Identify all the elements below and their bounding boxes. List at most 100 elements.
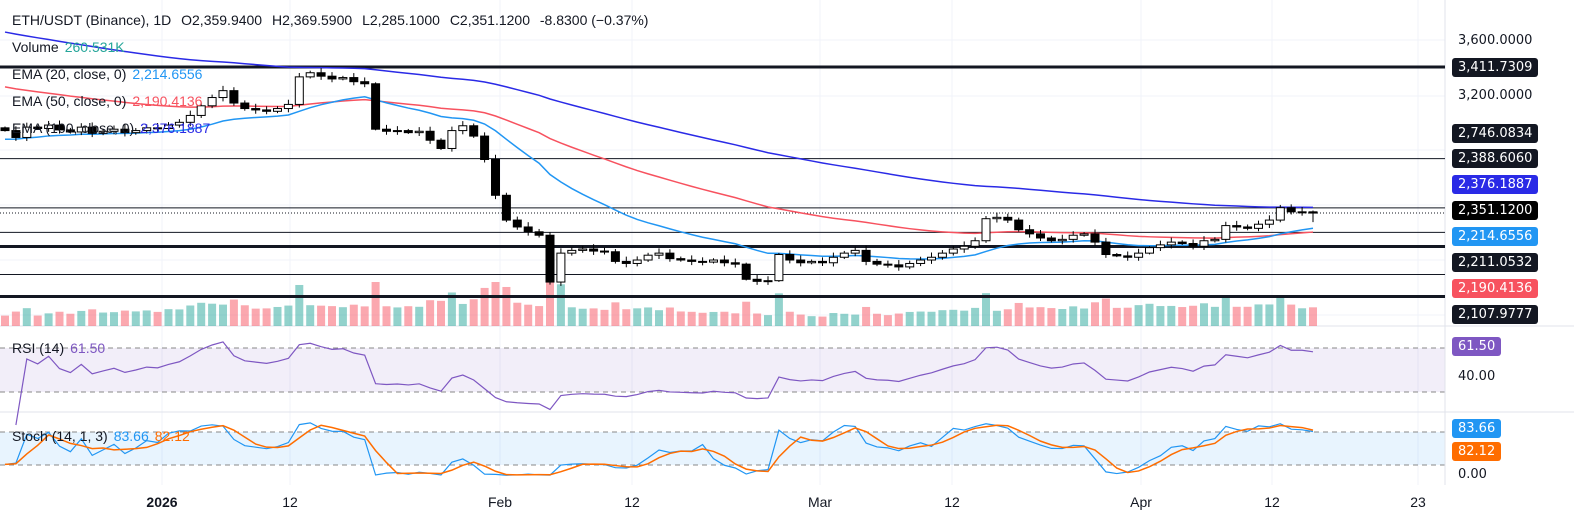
volume-bar	[1134, 305, 1143, 326]
candle-body	[1286, 207, 1296, 213]
candle-body	[1090, 233, 1100, 243]
volume-bar	[1265, 304, 1274, 326]
volume-bar	[251, 308, 260, 326]
volume-bar	[1101, 298, 1110, 326]
candle-body	[1079, 233, 1089, 236]
ema50-legend[interactable]: EMA (50, close, 0) 2,190.4136	[12, 93, 208, 109]
candle-body	[916, 259, 926, 264]
candle-body	[807, 260, 817, 264]
candle-body	[1254, 223, 1263, 229]
volume-bar	[513, 302, 522, 326]
candle-body	[785, 254, 795, 261]
candle-body	[1188, 242, 1198, 247]
volume-bar	[546, 282, 554, 326]
price-tag: 2,746.0834	[1452, 124, 1539, 143]
candle-body	[360, 81, 370, 85]
candle-body	[774, 254, 784, 282]
date-label: 12	[624, 494, 640, 510]
stoch-legend[interactable]: Stoch (14, 1, 3) 83.66 82.12	[12, 428, 196, 444]
volume-bar	[426, 300, 435, 326]
candle-body	[185, 114, 195, 123]
price-tick-3200: 3,200.0000	[1458, 88, 1533, 103]
candle-body	[665, 252, 675, 260]
volume-bar	[905, 311, 914, 326]
candle-body	[632, 259, 642, 264]
candle-body	[1264, 219, 1274, 225]
volume-bar	[99, 312, 108, 326]
volume-bar	[317, 305, 326, 326]
candle-body	[76, 126, 86, 133]
candle-body	[501, 194, 511, 221]
volume-bar	[295, 284, 304, 326]
ema20-label: EMA (20, close, 0)	[12, 66, 127, 82]
date-label: 12	[944, 494, 960, 510]
candle-body	[567, 249, 577, 254]
candle-body	[1166, 241, 1176, 246]
volume-bar	[306, 305, 315, 326]
candle-body	[316, 72, 326, 77]
volume-bar	[284, 305, 293, 326]
candle-body	[44, 124, 54, 130]
ema100-line	[4, 31, 1314, 209]
volume-bar	[240, 305, 249, 326]
volume-bar	[1014, 302, 1023, 326]
date-label: Mar	[807, 494, 833, 510]
candle-body	[327, 75, 337, 80]
volume-bar	[393, 307, 402, 326]
candle-body	[0, 127, 10, 132]
volume-bar	[208, 303, 217, 326]
volume-bar	[524, 304, 533, 326]
candle-body	[894, 264, 904, 268]
candle-body	[371, 83, 381, 130]
volume-bar	[764, 315, 772, 326]
ohlc-high: H2,369.5900	[271, 12, 353, 28]
rsi-band	[0, 348, 1445, 392]
candle-body	[621, 260, 631, 264]
ohlc-low: L2,285.1000	[362, 12, 440, 28]
volume-bar	[873, 313, 881, 326]
volume-bar	[229, 299, 238, 326]
candle-body	[741, 263, 751, 280]
candle-body	[469, 125, 479, 137]
volume-bar	[567, 307, 576, 326]
candle-body	[839, 252, 849, 258]
volume-bar	[458, 303, 467, 326]
volume-bar	[676, 311, 685, 326]
candle-body	[719, 259, 729, 264]
stoch-label: Stoch (14, 1, 3)	[12, 428, 108, 444]
candle-body	[458, 125, 468, 132]
date-label: 12	[282, 494, 298, 510]
rsi-legend[interactable]: RSI (14) 61.50	[12, 340, 111, 356]
candle-body	[1199, 240, 1209, 247]
stoch-d-value: 82.12	[154, 428, 190, 444]
volume-bar	[1243, 306, 1252, 326]
volume-bar	[262, 308, 271, 326]
candle-body	[1025, 229, 1035, 235]
stoch-d-line	[4, 424, 1314, 476]
volume-bar	[1058, 309, 1067, 326]
volume-bar	[1, 315, 9, 326]
candle-body	[643, 254, 653, 261]
candle-body	[578, 248, 588, 251]
candle-body	[970, 240, 980, 247]
rsi-value: 61.50	[70, 340, 106, 356]
price-tag: 2,190.4136	[1452, 279, 1539, 298]
volume-bar	[131, 311, 140, 326]
candle-body	[174, 121, 184, 126]
volume-bar	[22, 308, 31, 326]
candle-body	[382, 128, 391, 132]
candle-body	[1232, 225, 1242, 228]
volume-bar	[971, 307, 980, 326]
candle-body	[1243, 226, 1253, 229]
candle-body	[763, 280, 773, 283]
volume-bar	[197, 302, 206, 326]
date-label: Apr	[1130, 494, 1152, 510]
price-tag: 2,107.9777	[1452, 305, 1539, 324]
ema100-legend[interactable]: EMA (100, close, 0) 2,376.1887	[12, 120, 216, 136]
volume-bar	[589, 308, 598, 326]
volume-legend[interactable]: Volume 260.531K	[12, 39, 131, 55]
ema20-legend[interactable]: EMA (20, close, 0) 2,214.6556	[12, 66, 208, 82]
symbol-title: ETH/USDT (Binance), 1D	[12, 12, 172, 28]
volume-bar	[1189, 305, 1198, 326]
